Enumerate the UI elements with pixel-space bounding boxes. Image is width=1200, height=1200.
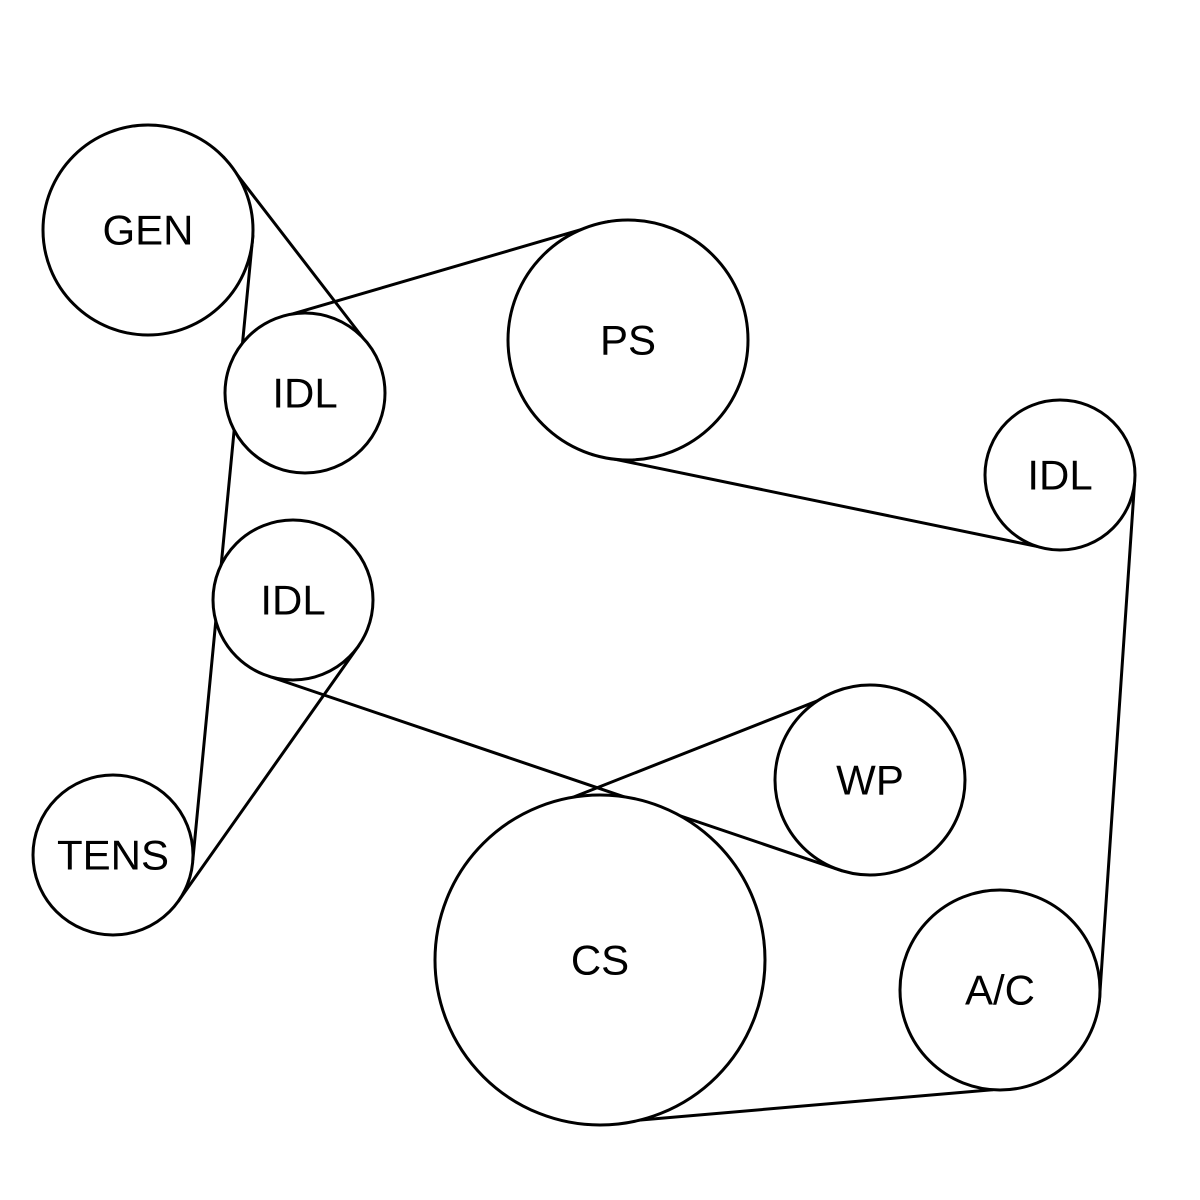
pulley-label-ps: PS bbox=[600, 317, 656, 364]
belt-segment bbox=[178, 646, 358, 901]
pulley-label-cs: CS bbox=[571, 937, 629, 984]
pulley-label-idl3: IDL bbox=[260, 577, 325, 624]
pulley-label-gen: GEN bbox=[102, 207, 193, 254]
pulley-label-ac: A/C bbox=[965, 967, 1035, 1014]
belt-segment bbox=[1099, 484, 1134, 1002]
pulley-label-wp: WP bbox=[836, 757, 904, 804]
belt-segment bbox=[592, 455, 1037, 547]
belt-routing-diagram: GEN IDL PS IDL IDL TENS WP CS A/C bbox=[0, 0, 1200, 1200]
pulley-group: GEN IDL PS IDL IDL TENS WP CS A/C bbox=[33, 125, 1135, 1125]
pulley-label-tens: TENS bbox=[57, 832, 169, 879]
pulley-label-idl1: IDL bbox=[272, 370, 337, 417]
pulley-label-idl2: IDL bbox=[1027, 452, 1092, 499]
